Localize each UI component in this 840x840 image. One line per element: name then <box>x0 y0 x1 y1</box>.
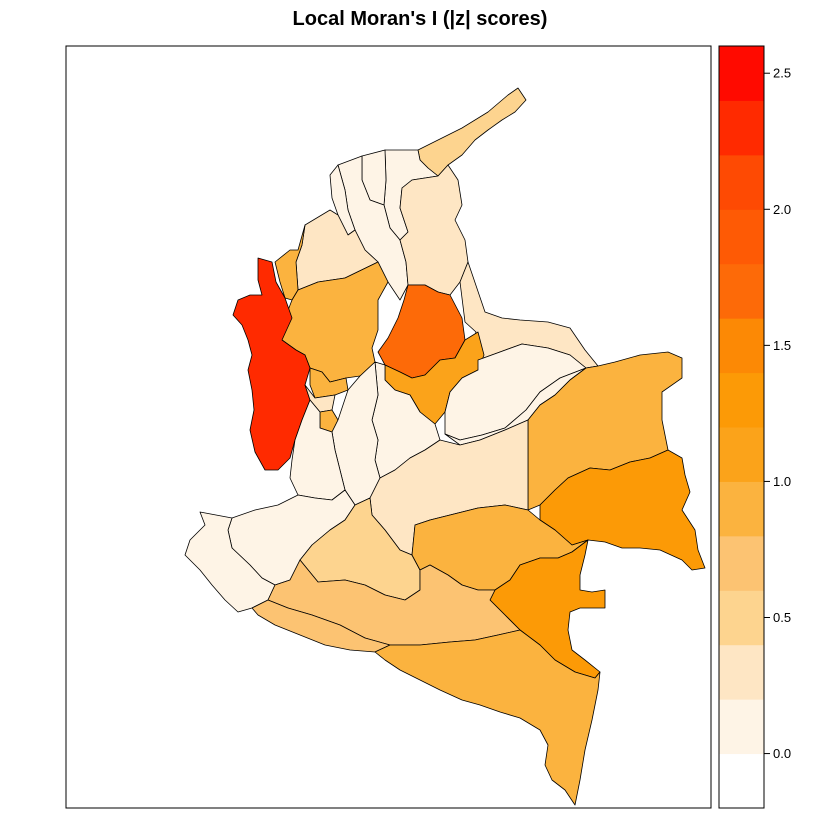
legend-bin-10 <box>719 209 764 265</box>
legend-bin-7 <box>719 372 764 428</box>
region-cesar <box>399 164 469 296</box>
legend-bin-4 <box>719 535 764 591</box>
map-title: Local Moran's I (|z| scores) <box>292 8 548 30</box>
legend-bin-11 <box>719 154 764 210</box>
legend-tick-label-3: 1.5 <box>773 338 791 353</box>
legend-tick-label-0: 0.0 <box>773 746 791 761</box>
department-regions <box>184 87 706 806</box>
legend-bin-2 <box>719 644 764 700</box>
legend-tick-label-5: 2.5 <box>773 66 791 81</box>
region-choco <box>232 257 311 471</box>
legend-ticks: 0.0 0.5 1.0 1.5 2.0 2.5 <box>764 66 791 761</box>
legend-bin-0 <box>719 753 764 809</box>
region-guainia <box>539 449 706 571</box>
region-amazonas <box>374 629 601 806</box>
region-valle <box>289 399 346 501</box>
region-uraba <box>274 224 306 301</box>
legend-bin-1 <box>719 699 764 755</box>
color-legend: 0.0 0.5 1.0 1.5 2.0 2.5 <box>718 45 791 809</box>
legend-color-bins <box>719 46 764 809</box>
legend-frame <box>718 45 765 809</box>
legend-bin-5 <box>719 481 764 537</box>
region-la-guajira <box>417 87 527 177</box>
map-frame <box>65 45 712 809</box>
legend-tick-label-2: 1.0 <box>773 474 791 489</box>
legend-tick-label-4: 2.0 <box>773 202 791 217</box>
legend-bin-8 <box>719 318 764 374</box>
legend-bin-6 <box>719 427 764 482</box>
legend-bin-12 <box>719 100 764 156</box>
legend-bin-3 <box>719 590 764 646</box>
legend-bin-13 <box>719 46 764 101</box>
legend-tick-label-1: 0.5 <box>773 610 791 625</box>
legend-bin-9 <box>719 263 764 319</box>
